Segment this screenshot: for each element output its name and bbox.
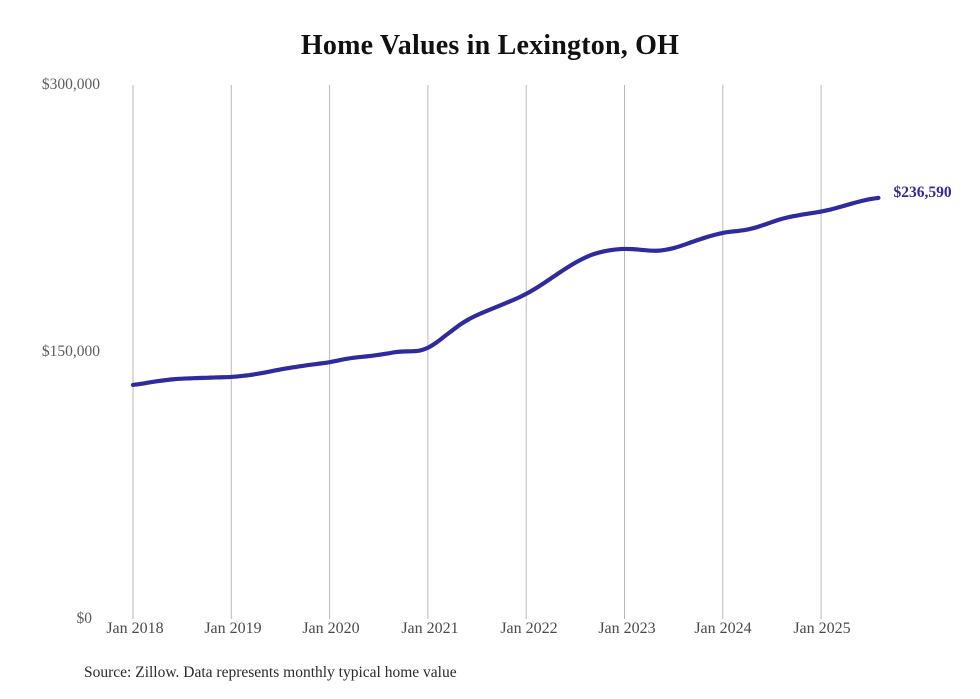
- x-tick-label-jan-2025: Jan 2025: [793, 620, 851, 637]
- value-line-series: [130, 195, 881, 388]
- x-tick-label-jan-2023: Jan 2023: [598, 620, 656, 637]
- y-tick-label-300000: $300,000: [41, 76, 100, 93]
- y-tick-label-150000: $150,000: [41, 343, 100, 360]
- x-tick-label-jan-2021: Jan 2021: [401, 620, 459, 637]
- end-value-label: $236,590: [893, 183, 952, 201]
- x-tick-label-jan-2018: Jan 2018: [106, 620, 164, 637]
- x-tick-label-jan-2019: Jan 2019: [204, 620, 262, 637]
- x-tick-label-jan-2020: Jan 2020: [302, 620, 360, 637]
- y-tick-label-0: $0: [76, 610, 93, 627]
- gridlines-group: [132, 85, 822, 619]
- x-tick-label-jan-2024: Jan 2024: [694, 620, 752, 637]
- x-tick-label-jan-2022: Jan 2022: [500, 620, 558, 637]
- chart-title: Home Values in Lexington, OH: [300, 30, 680, 61]
- source-note: Source: Zillow. Data represents monthly …: [84, 664, 457, 681]
